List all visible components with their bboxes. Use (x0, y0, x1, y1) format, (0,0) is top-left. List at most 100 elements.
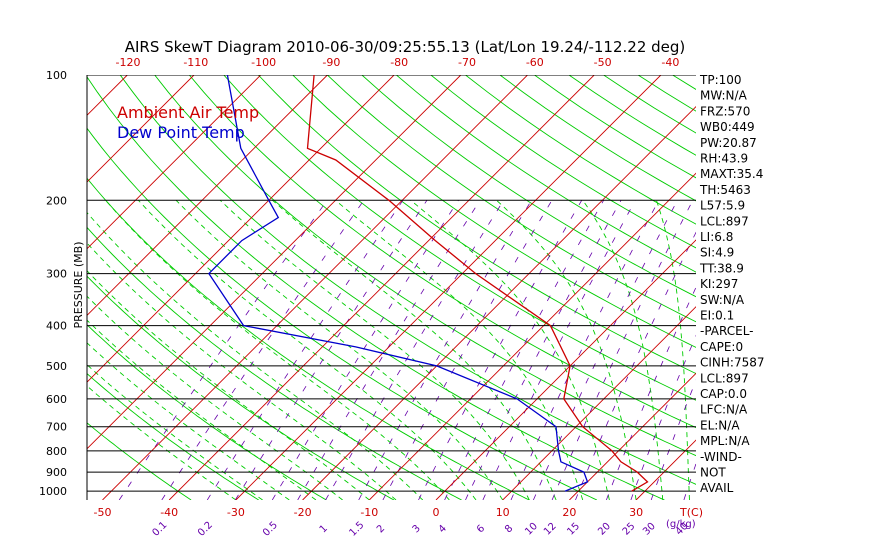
mixing-ratio-label: 6 (475, 523, 487, 535)
pressure-tick-label: 300 (46, 268, 67, 281)
mixing-ratio-line (465, 200, 622, 500)
mixing-ratio-label: 1.5 (347, 520, 366, 539)
mixing-ratio-line (161, 200, 365, 500)
bottom-temp-unit: T(C) (679, 506, 703, 519)
top-temp-tick-label: -110 (183, 56, 208, 69)
index-item: PW:20.87 (700, 136, 757, 150)
mixing-ratio-line (606, 286, 696, 500)
isotherm-line (235, 75, 662, 500)
mixing-ratio-line (206, 200, 404, 500)
mixing-ratio-line (482, 200, 636, 500)
dew-point-line (208, 75, 589, 492)
index-item: EI:0.1 (700, 309, 734, 323)
top-temp-tick-label: -40 (661, 56, 679, 69)
isobars (87, 75, 696, 492)
index-item: TP:100 (699, 73, 742, 87)
dry-adiabat-line (845, 75, 870, 500)
mixing-ratio-line (418, 200, 583, 500)
mixing-ratio-line (382, 200, 553, 500)
chart-title: AIRS SkewT Diagram 2010-06-30/09:25:55.1… (125, 38, 686, 56)
index-item: SI:4.9 (700, 246, 734, 260)
y-axis-label: PRESSURE (MB) (72, 242, 85, 329)
moist-adiabat-line (105, 200, 450, 500)
isotherm-line (0, 75, 61, 500)
isotherm-line (168, 75, 595, 500)
pressure-axis: 100 200 300 400 500 600 700 800 900 1000 (39, 69, 67, 498)
pressure-tick-label: 400 (46, 320, 67, 333)
isotherm-line (87, 75, 128, 116)
mixing-ratio-unit: (g/kg) (666, 519, 696, 530)
index-item: MAXT:35.4 (700, 167, 763, 181)
dry-adiabat-line (154, 75, 696, 457)
index-item: KI:297 (700, 277, 738, 291)
moist-adiabat-line (87, 242, 397, 500)
mixing-ratio-label: 30 (641, 521, 658, 538)
moist-adiabat-line (410, 199, 610, 500)
index-item: TT:38.9 (699, 261, 744, 275)
mixing-ratio-label: 0.2 (196, 520, 215, 539)
mixing-ratio-label: 0.5 (261, 520, 280, 539)
moist-adiabat-line (335, 199, 584, 500)
bottom-temp-tick-label: 0 (433, 506, 440, 519)
top-temp-tick-label: -100 (251, 56, 276, 69)
bottom-temp-tick-label: 20 (562, 506, 576, 519)
bottom-temp-tick-label: -30 (227, 506, 245, 519)
moist-adiabat-line (87, 342, 290, 500)
mixing-ratio-line (271, 200, 459, 500)
isotherm-line (102, 75, 528, 500)
index-item: MPL:N/A (700, 434, 750, 448)
index-item: CINH:7587 (700, 356, 765, 370)
dry-adiabat-line (87, 422, 192, 500)
index-item: -PARCEL- (700, 324, 754, 338)
mixing-ratio-line (575, 231, 696, 500)
index-item: FRZ:570 (700, 104, 750, 118)
dry-adiabat-line (292, 75, 696, 348)
mixing-ratio-line (444, 200, 604, 500)
mixing-ratio-lines (118, 200, 696, 500)
index-item: WB0:449 (700, 120, 755, 134)
top-temp-tick-label: -90 (322, 56, 340, 69)
bottom-temp-tick-label: 30 (629, 506, 643, 519)
mixing-ratio-line (118, 200, 328, 500)
air-temp-line (306, 75, 649, 492)
index-item: EL:N/A (700, 418, 740, 432)
moist-adiabat-line (87, 211, 424, 500)
bottom-temp-tick-label: -20 (294, 506, 312, 519)
index-item: LI:6.8 (700, 230, 733, 244)
moist-adiabat-line (87, 295, 343, 500)
isotherm-line (368, 172, 696, 500)
mixing-ratio-line (630, 334, 696, 500)
dry-adiabat-line (361, 75, 696, 298)
dry-adiabat-line (87, 127, 598, 500)
dry-adiabat-line (87, 177, 530, 500)
mixing-ratio-labels: 0.1 0.2 0.5 1 1.5 2 3 4 6 8 10 12 15 20 25 30 40 (151, 520, 691, 539)
legend-air-temp: Ambient Air Temp (117, 103, 259, 122)
isotherm-line (302, 105, 696, 500)
index-item: -WIND- (700, 450, 742, 464)
dry-adiabat-line (188, 75, 696, 429)
pressure-tick-label: 700 (46, 421, 67, 434)
index-item: TH:5463 (699, 183, 751, 197)
bottom-temp-tick-label: -50 (94, 506, 112, 519)
top-temperature-axis: -120 -110 -100 -90 -80 -70 -60 -50 -40 (116, 56, 680, 69)
bottom-temperature-axis: -50 -40 -30 -20 -10 0 10 20 30 T(C) (94, 506, 703, 519)
mixing-ratio-line (234, 200, 428, 500)
isotherm-line (87, 75, 395, 383)
mixing-ratio-label: 1 (318, 523, 330, 535)
bottom-temp-tick-label: -10 (360, 506, 378, 519)
moist-adiabat-line (87, 270, 370, 500)
moist-adiabats (87, 199, 690, 500)
isotherm-line (836, 75, 870, 500)
index-item: RH:43.9 (700, 152, 748, 166)
mixing-ratio-label: 15 (565, 521, 582, 538)
mixing-ratio-label: 20 (596, 521, 613, 538)
legend: Ambient Air Temp Dew Point Temp (117, 103, 259, 142)
mixing-ratio-line (510, 200, 660, 500)
moist-adiabat-line (175, 199, 504, 500)
dry-adiabat-line (430, 75, 696, 249)
mixing-ratio-line (551, 200, 694, 500)
index-item: LFC:N/A (700, 403, 748, 417)
legend-dew-point: Dew Point Temp (117, 123, 245, 142)
index-item: L57:5.9 (700, 199, 745, 213)
